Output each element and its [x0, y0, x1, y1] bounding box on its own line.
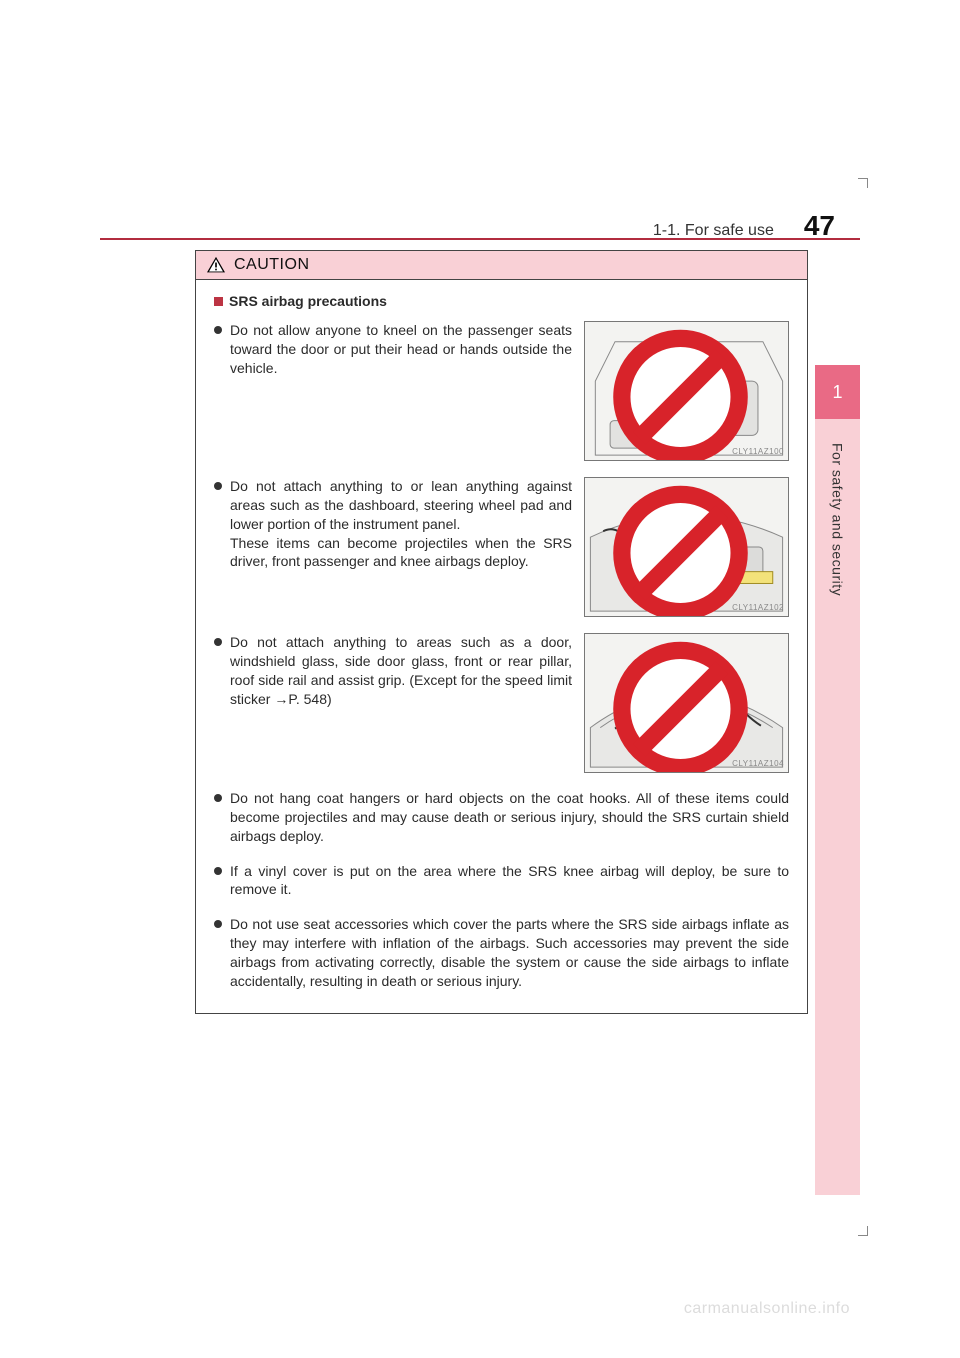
prohibit-icon: [584, 640, 782, 773]
warning-icon: [206, 256, 226, 274]
item-text: Do not allow anyone to kneel on the pass…: [230, 321, 572, 378]
caution-body: SRS airbag precautions Do not allow anyo…: [196, 280, 807, 1013]
item-text: Do not attach anything to or lean anythi…: [230, 477, 572, 571]
caution-item: Do not attach anything to areas such as …: [214, 633, 789, 773]
item-text: If a vinyl cover is put on the area wher…: [230, 862, 789, 900]
item-text: Do not attach anything to areas such as …: [230, 633, 572, 709]
bullet-icon: [214, 638, 222, 646]
watermark: carmanualsonline.info: [684, 1300, 850, 1318]
chapter-number-tab: 1: [815, 365, 860, 419]
prohibit-icon: [584, 484, 782, 617]
subheading-text: SRS airbag precautions: [229, 292, 387, 311]
illustration-kneeling: CLY11AZ100: [584, 321, 789, 461]
image-id: CLY11AZ104: [732, 759, 784, 770]
bullet-icon: [214, 326, 222, 334]
image-id: CLY11AZ100: [732, 447, 784, 458]
item-text: Do not hang coat hangers or hard objects…: [230, 789, 789, 846]
caution-item: Do not hang coat hangers or hard objects…: [214, 789, 789, 846]
caution-title: CAUTION: [234, 256, 310, 274]
caution-subheading: SRS airbag precautions: [214, 292, 789, 311]
bullet-icon: [214, 794, 222, 802]
caution-header: CAUTION: [196, 251, 807, 280]
chapter-title: For safety and security: [830, 435, 846, 596]
caution-item: Do not attach anything to or lean anythi…: [214, 477, 789, 617]
chapter-title-wrap: For safety and security: [815, 435, 860, 1195]
image-id: CLY11AZ102: [732, 603, 784, 614]
illustration-pillars: CLY11AZ104: [584, 633, 789, 773]
illustration-dashboard: CLY11AZ102: [584, 477, 789, 617]
item-text-col: Do not attach anything to or lean anythi…: [214, 477, 572, 571]
crop-mark-br: [858, 1226, 868, 1236]
crop-mark-tr: [858, 178, 868, 188]
bullet-icon: [214, 867, 222, 875]
caution-item: Do not use seat accessories which cover …: [214, 915, 789, 991]
caution-item: Do not allow anyone to kneel on the pass…: [214, 321, 789, 461]
caution-panel: CAUTION SRS airbag precautions Do not al…: [195, 250, 808, 1014]
chapter-number: 1: [832, 382, 842, 403]
manual-page: 1-1. For safe use 47 1 For safety and se…: [0, 0, 960, 1358]
red-square-icon: [214, 297, 223, 306]
prohibit-icon: [584, 328, 782, 461]
item-text-col: Do not allow anyone to kneel on the pass…: [214, 321, 572, 378]
bullet-icon: [214, 920, 222, 928]
header-rule: [100, 238, 860, 240]
item-text: Do not use seat accessories which cover …: [230, 915, 789, 991]
caution-item: If a vinyl cover is put on the area wher…: [214, 862, 789, 900]
chapter-tab: 1 For safety and security: [815, 365, 860, 1195]
item-text-col: Do not attach anything to areas such as …: [214, 633, 572, 709]
bullet-icon: [214, 482, 222, 490]
